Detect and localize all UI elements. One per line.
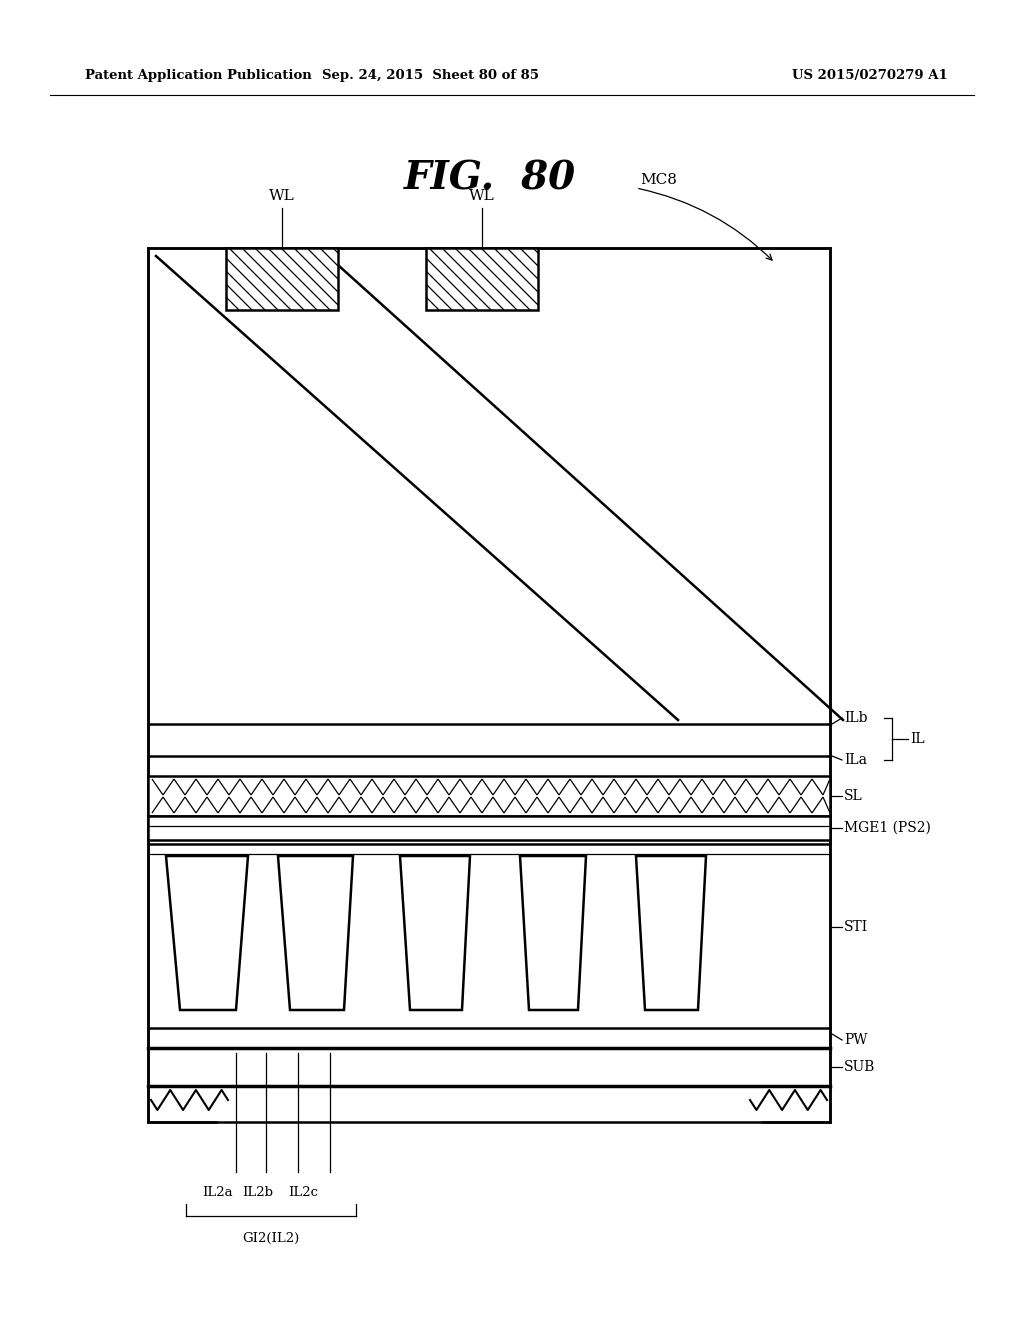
Text: MGE1 (PS2): MGE1 (PS2) bbox=[844, 821, 931, 836]
Text: IL2a: IL2a bbox=[203, 1185, 233, 1199]
Text: STI: STI bbox=[844, 920, 868, 935]
Text: MC8: MC8 bbox=[640, 173, 677, 187]
Text: IL: IL bbox=[910, 733, 925, 746]
Bar bbox=[148, 776, 830, 816]
Text: Patent Application Publication: Patent Application Publication bbox=[85, 69, 311, 82]
Text: IL2b: IL2b bbox=[243, 1185, 273, 1199]
Text: Sep. 24, 2015  Sheet 80 of 85: Sep. 24, 2015 Sheet 80 of 85 bbox=[322, 69, 539, 82]
Text: GI2(IL2): GI2(IL2) bbox=[243, 1232, 300, 1245]
Bar bbox=[426, 248, 538, 310]
Text: US 2015/0270279 A1: US 2015/0270279 A1 bbox=[793, 69, 948, 82]
Text: PW: PW bbox=[844, 1034, 867, 1047]
Text: SUB: SUB bbox=[844, 1060, 876, 1074]
Bar bbox=[226, 248, 338, 310]
Text: SL: SL bbox=[844, 789, 863, 803]
Text: IL2c: IL2c bbox=[288, 1185, 318, 1199]
Text: WL: WL bbox=[469, 189, 495, 203]
Text: ILb: ILb bbox=[844, 711, 867, 725]
Text: WL: WL bbox=[269, 189, 295, 203]
Bar bbox=[148, 816, 830, 840]
Text: FIG.  80: FIG. 80 bbox=[403, 158, 577, 197]
Bar bbox=[148, 248, 830, 1122]
Text: ILa: ILa bbox=[844, 752, 867, 767]
